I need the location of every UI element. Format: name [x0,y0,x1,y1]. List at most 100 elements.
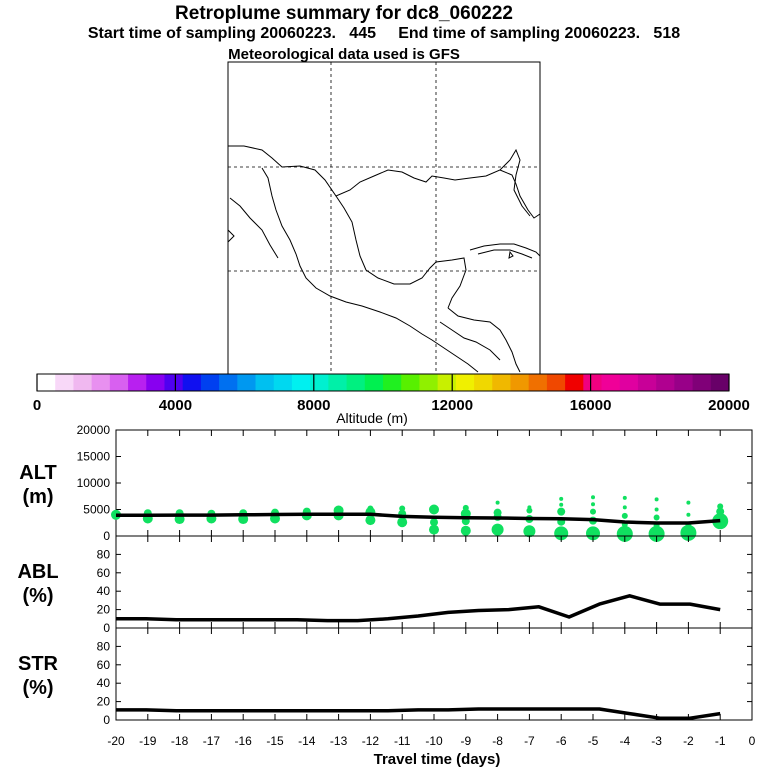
plume-point [686,512,691,517]
x-tick-label: -7 [524,734,535,748]
plume-point [648,525,665,542]
panel-abl: 80 60 40 20 0 ABL(%) [17,535,753,635]
colorbar-tick-label: 8000 [297,397,330,414]
colorbar-swatch [528,374,548,391]
colorbar-swatch [492,374,511,391]
y-tick-label: 60 [97,566,111,580]
plume-point [559,502,564,507]
y-axis-unit: (%) [22,585,53,607]
plume-point [367,505,374,512]
plume-point [495,500,500,505]
y-tick-label: 20 [97,695,111,709]
colorbar-swatch [37,374,56,391]
plume-point [591,502,595,507]
plume-point [365,515,376,526]
plume-point [429,504,439,515]
plume-point [680,524,697,541]
x-tick-label: -8 [492,734,503,748]
x-tick-label: -13 [330,734,348,748]
plume-point [429,524,439,535]
colorbar-swatch [291,374,311,391]
y-tick-label: 40 [97,584,111,598]
coastlines [227,145,541,373]
altitude-colorbar: 0 4000 8000 12000 16000 20000 [33,373,750,414]
x-tick-label: -19 [139,734,157,748]
colorbar-swatch [346,374,366,391]
colorbar-tick-label: 12000 [431,397,473,414]
x-tick-label: -18 [171,734,189,748]
panel-alt: 20000 15000 10000 5000 0 ALT(m) [19,423,753,543]
x-tick-label: -10 [425,734,443,748]
colorbar-swatch [200,374,220,391]
colorbar-swatch [692,374,712,391]
plume-point [621,512,628,519]
y-tick-label: 80 [97,639,111,653]
colorbar-swatch [437,374,457,391]
colorbar-swatch [674,374,694,391]
map-graticule [228,62,540,374]
colorbar-swatch [364,374,384,391]
colorbar-swatch [255,374,275,391]
plume-point [586,526,600,541]
y-axis-label: ABL [17,561,58,583]
y-axis-label: STR [18,653,59,675]
series-line [116,594,721,623]
x-tick-label: -20 [107,734,125,748]
plume-point [527,505,532,510]
plume-point [622,495,627,500]
x-tick-label: -16 [235,734,253,748]
plume-point [430,518,438,527]
plume-point [686,500,691,505]
colorbar-swatch [146,374,165,391]
colorbar-swatch [310,374,329,391]
colorbar-swatch [182,374,202,391]
colorbar-swatch [546,374,566,391]
y-tick-label: 15000 [77,450,111,464]
x-axis-label: Travel time (days) [374,751,501,768]
x-tick-label: -2 [683,734,694,748]
plume-point [523,525,536,538]
y-axis-unit: (m) [22,486,53,508]
series-line [116,512,721,525]
plume-point [717,503,724,510]
series-line [116,707,721,720]
colorbar-swatch [128,374,147,391]
x-tick-label: -11 [394,734,411,748]
y-tick-label: 0 [103,621,110,635]
region-map [227,61,541,375]
colorbar-swatch [55,374,74,391]
plume-point [716,507,725,516]
colorbar-swatch [601,374,621,391]
y-tick-label: 60 [97,658,111,672]
x-tick-label: -9 [460,734,471,748]
plume-point [399,505,406,512]
colorbar-swatch [419,374,439,391]
plume-point [591,495,595,500]
plume-point [653,514,660,521]
y-tick-label: 0 [103,529,110,543]
x-tick-label: -4 [619,734,630,748]
plume-point [493,508,502,517]
colorbar-swatch [401,374,420,391]
plume-point [557,507,566,516]
colorbar-swatch [91,374,111,391]
colorbar-swatch [619,374,639,391]
colorbar-swatch [710,374,730,391]
y-tick-label: 5000 [83,503,110,517]
colorbar-tick-label: 4000 [159,397,192,414]
y-tick-label: 80 [97,547,111,561]
colorbar-swatch [219,374,238,391]
x-tick-label: 0 [749,734,756,748]
plume-point [460,525,471,536]
plume-point [397,517,408,528]
colorbar-swatch [565,374,584,391]
plume-point [654,497,659,502]
colorbar-swatch [164,374,184,391]
plume-point [559,496,564,501]
x-tick-label: -17 [203,734,221,748]
x-tick-label: -1 [715,734,726,748]
colorbar-tick-label: 0 [33,397,41,414]
plume-point [616,525,633,542]
y-tick-label: 10000 [77,476,111,490]
